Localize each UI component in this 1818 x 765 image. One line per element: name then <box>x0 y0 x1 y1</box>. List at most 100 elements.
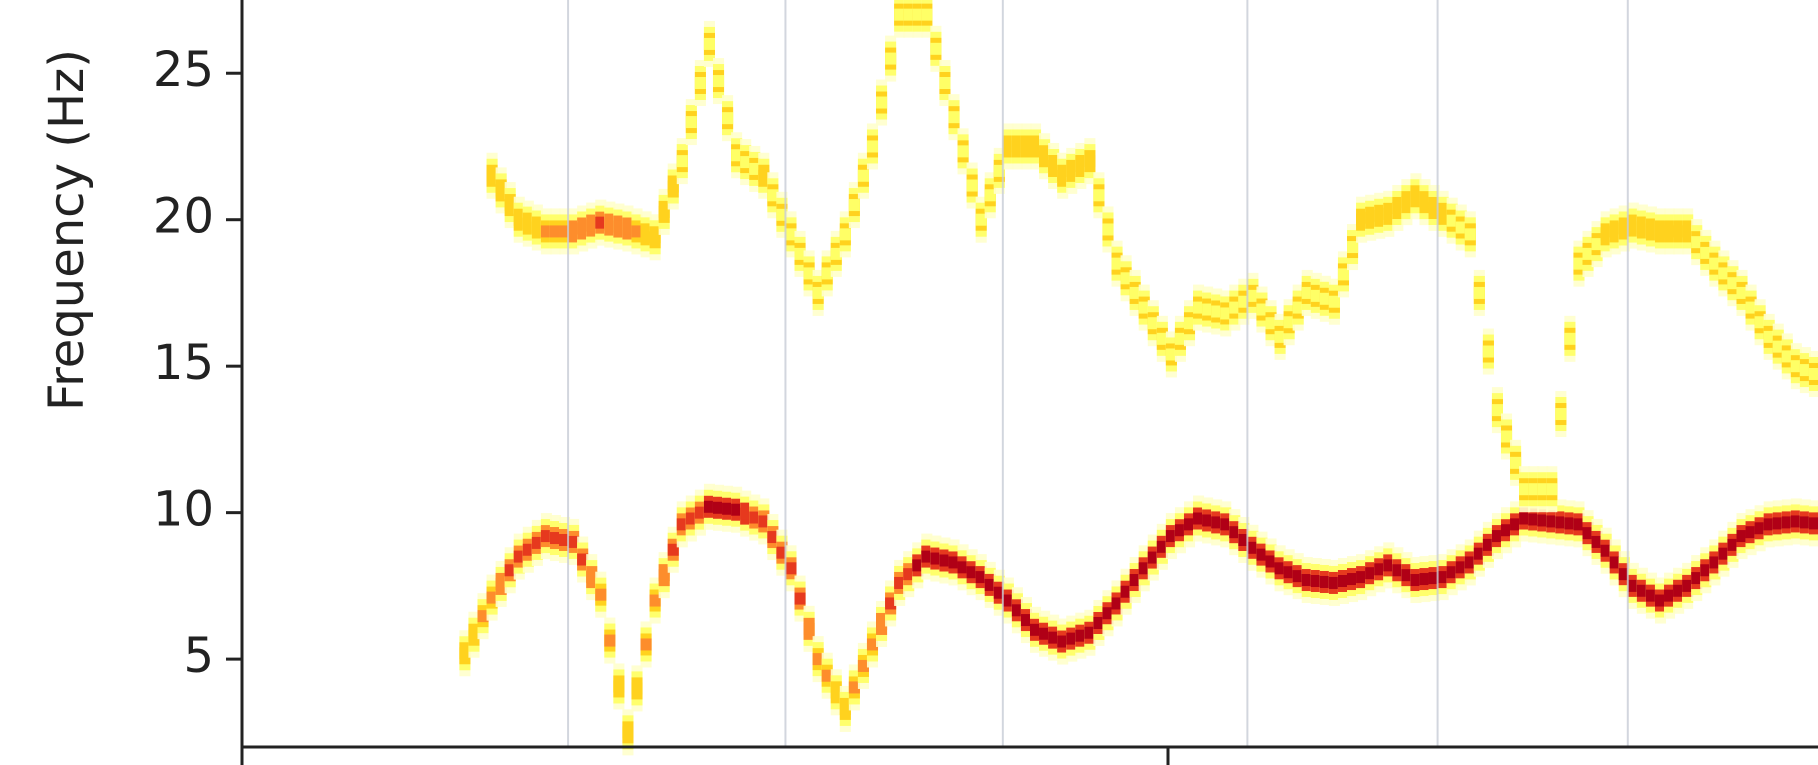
band-cell <box>1582 247 1594 260</box>
band-cell <box>1510 456 1522 469</box>
band-cell <box>1664 225 1676 238</box>
band-cell <box>1183 518 1196 531</box>
band-cell <box>1691 236 1703 249</box>
band-cell <box>1156 332 1168 345</box>
band-cell <box>694 506 706 519</box>
band-cell <box>549 532 562 545</box>
band-cell <box>1455 561 1467 574</box>
band-cell <box>830 686 842 699</box>
band-cell <box>667 543 679 556</box>
band-cell <box>1419 573 1431 586</box>
band-cell <box>1790 515 1802 528</box>
band-cell <box>1528 483 1540 496</box>
band-cell <box>1528 513 1540 526</box>
band-cell <box>1193 512 1205 525</box>
y-tick-label-5: 5 <box>183 628 214 684</box>
band-cell <box>712 501 725 514</box>
band-cell <box>903 568 915 581</box>
band-cell <box>1102 223 1114 236</box>
band-cell <box>1446 214 1458 227</box>
band-cell <box>1799 364 1811 377</box>
band-cell <box>1383 559 1395 572</box>
band-cell <box>1247 541 1259 554</box>
band-cell <box>1736 286 1748 299</box>
band-cell <box>1211 305 1223 318</box>
band-cell <box>1736 530 1748 543</box>
band-cell <box>1011 140 1023 153</box>
band-cell <box>531 221 543 234</box>
band-cell <box>1066 632 1078 645</box>
band-cell <box>821 669 833 682</box>
band-cell <box>1654 594 1667 607</box>
band-cell <box>1301 286 1313 299</box>
band-cell <box>1165 530 1177 543</box>
band-cell <box>1428 201 1440 214</box>
band-cell <box>1174 524 1186 537</box>
ridge-series-2 <box>486 0 1818 513</box>
band-cell <box>586 571 598 584</box>
band-cell <box>1202 303 1214 316</box>
band-cell <box>1763 518 1775 531</box>
band-cell <box>767 189 779 202</box>
band-cell <box>513 550 525 563</box>
band-cell <box>921 8 933 21</box>
band-cell <box>939 554 951 567</box>
band-cell <box>1727 277 1739 290</box>
band-cell <box>676 155 688 168</box>
band-cell <box>1002 594 1014 607</box>
band-cell <box>1636 221 1648 234</box>
band-cell <box>1274 330 1286 343</box>
band-cell <box>794 592 806 605</box>
band-cell <box>1039 627 1051 640</box>
band-cell <box>1057 635 1069 648</box>
band-cell <box>1591 535 1603 548</box>
band-cell <box>658 569 670 582</box>
band-cell <box>1147 551 1159 564</box>
band-cell <box>1609 556 1621 569</box>
band-cell <box>1256 548 1268 561</box>
y-tick-label-15: 15 <box>153 335 214 391</box>
band-cell <box>1464 228 1476 241</box>
band-cell <box>640 228 652 241</box>
band-cell <box>1319 575 1331 588</box>
band-cell <box>1356 213 1368 226</box>
y-tick-label-20: 20 <box>153 189 214 245</box>
band-cell <box>1808 517 1818 530</box>
band-cell <box>468 628 480 641</box>
band-cell <box>1129 574 1141 587</box>
y-tick-label-25: 25 <box>153 42 214 98</box>
band-cell <box>504 199 516 212</box>
band-cell <box>1356 571 1368 584</box>
band-cell <box>803 267 815 280</box>
band-cell <box>1374 563 1386 576</box>
band-cell <box>568 535 580 548</box>
band-cell <box>1365 567 1377 580</box>
band-cell <box>966 179 978 192</box>
band-cell <box>1410 574 1422 587</box>
band-cell <box>1048 160 1060 172</box>
band-cell <box>866 140 879 153</box>
plot-area <box>459 0 1818 756</box>
band-cell <box>722 502 734 515</box>
band-cell <box>631 682 643 695</box>
band-cell <box>1030 623 1042 636</box>
band-cell <box>1519 483 1531 496</box>
band-cell <box>930 552 942 565</box>
band-cell <box>1555 516 1567 529</box>
band-cell <box>522 543 534 556</box>
band-cell <box>912 8 924 21</box>
band-cell <box>495 577 507 590</box>
band-cell <box>504 564 516 577</box>
band-cell <box>486 169 498 182</box>
band-cell <box>1754 522 1766 535</box>
band-cell <box>631 225 643 238</box>
band-cell <box>1709 257 1721 270</box>
grid-layer <box>567 0 1629 747</box>
band-cell <box>1075 629 1087 642</box>
band-cell <box>984 578 996 591</box>
band-cell <box>1093 616 1105 629</box>
band-cell <box>1772 517 1784 530</box>
band-cell <box>812 286 824 299</box>
band-cell <box>1238 295 1250 308</box>
band-cell <box>1700 564 1712 577</box>
